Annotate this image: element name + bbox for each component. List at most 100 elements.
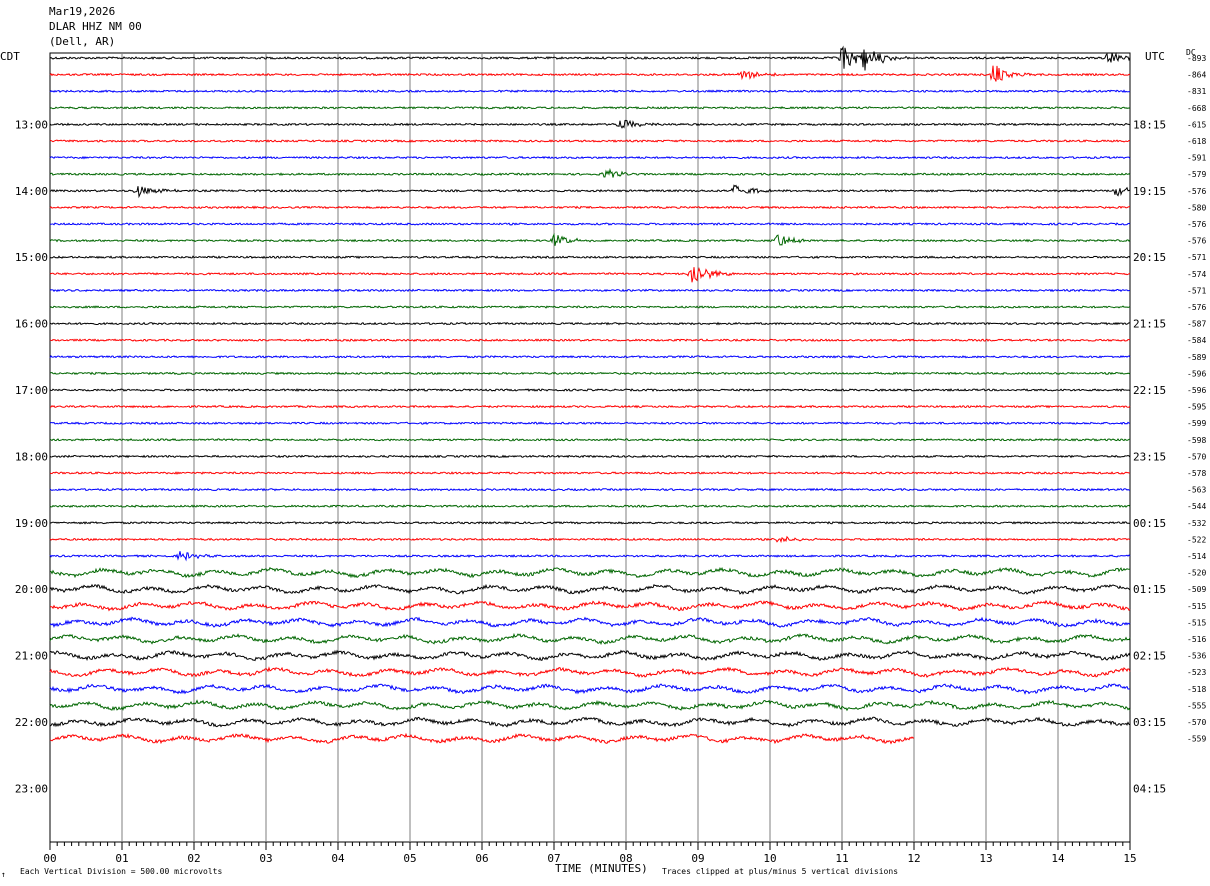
dc-offset-label: -893: [1187, 54, 1206, 63]
seismic-trace: [49, 404, 1131, 409]
dc-offset-label: -578: [1187, 469, 1206, 478]
cdt-hour-label: 20:00: [15, 583, 48, 596]
cdt-hour-label: 21:00: [15, 650, 48, 663]
x-tick-label: 01: [115, 852, 128, 865]
dc-offset-label: -522: [1187, 535, 1206, 544]
seismic-trace: [49, 45, 1131, 71]
dc-offset-header: DC: [1186, 48, 1196, 57]
utc-hour-label: 20:15: [1133, 251, 1166, 264]
utc-hour-label: 00:15: [1133, 517, 1166, 530]
dc-offset-label: -571: [1187, 253, 1206, 262]
record-date: Mar19,2026: [49, 5, 116, 18]
cdt-hour-label: 14:00: [15, 185, 48, 198]
dc-offset-label: -536: [1187, 652, 1206, 661]
dc-offset-label: -532: [1187, 519, 1206, 528]
utc-hour-label: 21:15: [1133, 318, 1166, 331]
seismic-trace: [49, 106, 1131, 110]
cdt-hour-label: 19:00: [15, 517, 48, 530]
dc-offset-label: -571: [1187, 286, 1206, 295]
station-code: DLAR HHZ NM 00: [49, 20, 142, 33]
seismic-trace: [49, 732, 915, 745]
seismic-trace: [49, 699, 1131, 712]
clip-note: Traces clipped at plus/minus 5 vertical …: [662, 867, 899, 876]
seismic-trace: [49, 421, 1131, 425]
seismic-trace: [49, 205, 1131, 210]
x-tick-label: 09: [691, 852, 704, 865]
seismic-trace: [49, 184, 1131, 199]
utc-hour-label: 18:15: [1133, 118, 1166, 131]
dc-offset-label: -570: [1187, 452, 1206, 461]
seismic-trace: [49, 632, 1131, 646]
seismic-trace: [49, 232, 1131, 246]
dc-offset-label: -563: [1187, 486, 1206, 495]
seismic-trace: [49, 65, 1131, 82]
seismic-trace: [49, 155, 1131, 160]
dc-offset-label: -570: [1187, 718, 1206, 727]
cdt-hour-label: 23:00: [15, 782, 48, 795]
seismic-trace: [49, 683, 1130, 695]
utc-hour-label: 02:15: [1133, 650, 1166, 663]
dc-offset-label: -518: [1187, 685, 1206, 694]
seismic-trace: [49, 388, 1131, 392]
seismic-trace: [49, 119, 1131, 129]
x-tick-label: 11: [835, 852, 848, 865]
utc-hour-label: 22:15: [1133, 384, 1166, 397]
seismic-trace: [49, 321, 1131, 326]
dc-offset-label: -668: [1187, 104, 1206, 113]
utc-hour-label: 23:15: [1133, 450, 1166, 463]
dc-offset-label: -576: [1187, 303, 1206, 312]
dc-offset-label: -555: [1187, 701, 1206, 710]
seismic-trace: [49, 338, 1131, 342]
dc-offset-label: -591: [1187, 154, 1206, 163]
dc-offset-label: -579: [1187, 170, 1206, 179]
dc-offset-label: -576: [1187, 187, 1206, 196]
dc-offset-label: -576: [1187, 220, 1206, 229]
seismic-trace: [49, 167, 1131, 178]
x-tick-label: 10: [763, 852, 776, 865]
dc-offset-label: -544: [1187, 502, 1206, 511]
dc-offset-label: -595: [1187, 403, 1206, 412]
x-tick-label: 04: [331, 852, 345, 865]
seismic-trace: [49, 583, 1131, 595]
seismic-trace: [49, 504, 1131, 509]
x-tick-label: 08: [619, 852, 632, 865]
seismic-trace: [49, 616, 1131, 629]
dc-offset-label: -584: [1187, 336, 1206, 345]
x-tick-label: 13: [979, 852, 992, 865]
x-axis-title: TIME (MINUTES): [555, 862, 648, 875]
seismic-trace: [49, 551, 1131, 562]
dc-offset-label: -515: [1187, 618, 1206, 627]
cdt-hour-label: 17:00: [15, 384, 48, 397]
dc-offset-label: -598: [1187, 436, 1206, 445]
x-tick-label: 07: [547, 852, 560, 865]
dc-offset-label: -509: [1187, 585, 1206, 594]
seismic-trace: [49, 305, 1131, 309]
seismic-trace: [49, 288, 1131, 293]
dc-offset-label: -618: [1187, 137, 1206, 146]
station-location: (Dell, AR): [49, 35, 116, 48]
seismic-trace: [49, 438, 1131, 442]
seismic-trace: [49, 266, 1131, 283]
dc-offset-label: -514: [1187, 552, 1206, 561]
dc-offset-label: -596: [1187, 386, 1206, 395]
dc-offset-label: -831: [1187, 87, 1206, 96]
dc-offset-label: -559: [1187, 735, 1206, 744]
dc-offset-label: -589: [1187, 353, 1206, 362]
dc-offset-label: -596: [1187, 369, 1206, 378]
dc-offset-label: -599: [1187, 419, 1206, 428]
dc-offset-label: -520: [1187, 569, 1206, 578]
x-tick-label: 03: [259, 852, 272, 865]
seismic-trace: [49, 89, 1131, 94]
utc-hour-label: 01:15: [1133, 583, 1166, 596]
x-tick-label: 06: [475, 852, 488, 865]
dc-offset-label: -523: [1187, 668, 1206, 677]
seismic-trace: [49, 255, 1131, 260]
dc-offset-label: -587: [1187, 320, 1206, 329]
seismic-trace: [49, 471, 1131, 475]
dc-offset-label: -864: [1187, 71, 1206, 80]
seismic-trace: [49, 222, 1131, 226]
seismic-trace: [49, 520, 1131, 525]
dc-offset-label: -576: [1187, 237, 1206, 246]
seismic-trace: [49, 566, 1131, 579]
